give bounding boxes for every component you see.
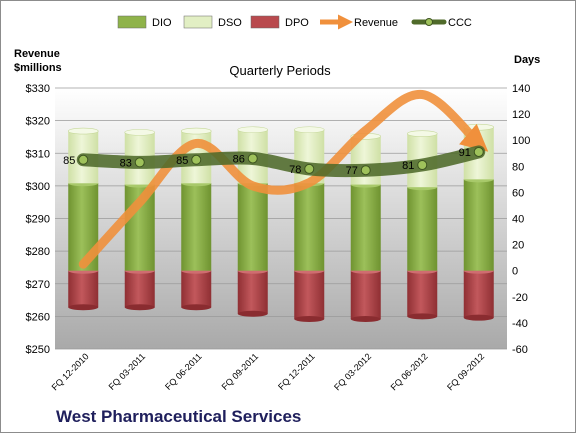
bar-dpo-base: [124, 304, 155, 311]
ccc-point: [360, 165, 371, 176]
bar-dpo: [294, 270, 325, 319]
ccc-data-label: 81: [402, 160, 414, 172]
left-tick-label: $320: [26, 116, 50, 128]
ccc-series: 85 83 85 86 78 77 81 91: [63, 145, 486, 177]
ccc-data-label: 85: [176, 155, 188, 167]
legend-swatch-dso: [183, 15, 213, 29]
right-tick-label: -20: [512, 292, 528, 304]
legend-label-dso: DSO: [218, 17, 242, 29]
left-axis: $250 $260 $270 $280 $290 $300 $310 $320 $330: [26, 83, 50, 356]
right-tick-label: 20: [512, 240, 524, 252]
ccc-data-label: 86: [233, 153, 245, 165]
bar-dio: [181, 183, 212, 271]
ccc-data-label: 91: [459, 147, 471, 159]
left-tick-label: $330: [26, 83, 50, 95]
bar-dpo-base: [350, 315, 381, 322]
ccc-data-label: 78: [289, 164, 301, 176]
bar-dio: [350, 184, 381, 271]
bar-dio: [294, 183, 325, 271]
right-tick-label: -40: [512, 318, 528, 330]
legend-label-ccc: CCC: [448, 17, 472, 29]
legend-swatch-dpo: [250, 15, 280, 29]
bar-dpo: [463, 270, 494, 318]
bar-dpo: [350, 270, 381, 319]
ccc-point: [417, 159, 428, 170]
left-tick-label: $270: [26, 279, 50, 291]
company-name: West Pharmaceutical Services: [56, 407, 301, 426]
bar-dpo-base: [68, 304, 99, 311]
ccc-point: [134, 157, 145, 168]
right-tick-label: 0: [512, 266, 518, 278]
right-tick-label: 120: [512, 109, 530, 121]
legend-label-revenue: Revenue: [354, 17, 398, 29]
legend-label-dpo: DPO: [285, 17, 309, 29]
left-axis-label-line1: Revenue: [14, 48, 60, 60]
ccc-data-label: 77: [346, 165, 358, 177]
right-axis-label: Days: [514, 54, 540, 66]
bar-dpo: [237, 270, 268, 314]
bar-dpo-base: [407, 313, 438, 320]
bar-dso-top: [237, 126, 269, 134]
bar-dso-top: [293, 126, 325, 134]
left-tick-label: $250: [26, 344, 50, 356]
right-tick-label: 40: [512, 214, 524, 226]
ccc-point: [247, 153, 258, 164]
bar-dso-top: [180, 127, 212, 135]
legend-swatch-dio: [117, 15, 147, 29]
right-tick-label: 100: [512, 135, 530, 147]
left-tick-label: $260: [26, 311, 50, 323]
ccc-point: [191, 154, 202, 165]
bar-dpo: [68, 270, 99, 308]
right-axis: -60 -40 -20 0 20 40 60 80 100 120 140: [512, 83, 530, 356]
chart-title: Quarterly Periods: [229, 63, 331, 78]
bar-dio: [463, 179, 494, 271]
right-tick-label: 80: [512, 161, 524, 173]
bar-dpo: [181, 270, 212, 308]
bar-dso-top: [406, 130, 438, 137]
bar-dpo: [124, 270, 155, 308]
bar-dio: [407, 187, 438, 271]
ccc-point: [78, 154, 89, 165]
bar-dso-top: [124, 129, 156, 136]
left-axis-label-line2: $millions: [14, 62, 62, 74]
ccc-data-label: 85: [63, 155, 75, 167]
right-tick-label: 140: [512, 83, 530, 95]
left-tick-label: $290: [26, 214, 50, 226]
revenue-series: [78, 90, 489, 269]
bar-dpo-base: [294, 315, 325, 322]
legend-swatch-ccc-point: [425, 18, 433, 26]
revenue-line: [78, 90, 489, 269]
bar-dpo-base: [237, 310, 268, 317]
bar-dpo-base: [463, 314, 494, 321]
bar-dpo: [407, 270, 438, 317]
left-tick-label: $310: [26, 148, 50, 160]
legend-label-dio: DIO: [152, 17, 172, 29]
ccc-point: [473, 146, 484, 157]
bar-dpo-base: [181, 304, 212, 311]
right-tick-label: 60: [512, 187, 524, 199]
ccc-data-label: 83: [120, 157, 132, 169]
bar-dio: [237, 183, 268, 271]
legend: DIO DSO DPO Revenue CCC: [117, 14, 472, 30]
left-tick-label: $280: [26, 246, 50, 258]
bar-dso-top: [67, 127, 99, 135]
ccc-point: [304, 163, 315, 174]
right-tick-label: -60: [512, 344, 528, 356]
left-tick-label: $300: [26, 181, 50, 193]
